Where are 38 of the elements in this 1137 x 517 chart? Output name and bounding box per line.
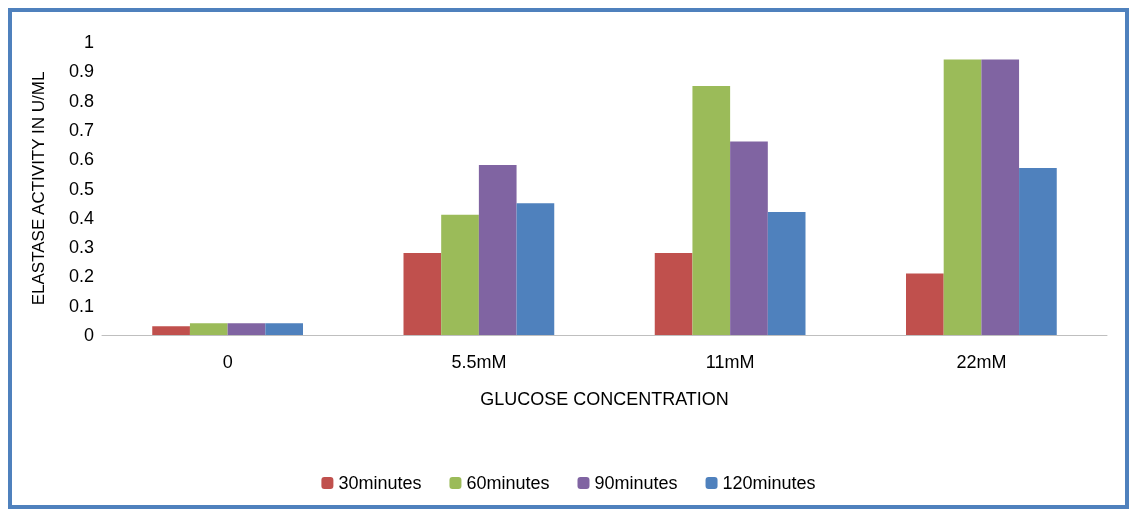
bar xyxy=(265,323,303,335)
x-tick-label: 11mM xyxy=(705,352,755,372)
y-tick-label: 0.7 xyxy=(68,119,94,140)
x-tick-label: 22mM xyxy=(956,352,1007,372)
y-tick-label: 1 xyxy=(83,32,94,52)
bar xyxy=(227,323,266,335)
bar xyxy=(189,323,228,335)
y-tick-label: 0.3 xyxy=(68,237,94,258)
y-tick-label: 0.9 xyxy=(68,61,94,82)
bar xyxy=(516,203,555,335)
bar xyxy=(478,165,517,335)
y-axis-title: ELASTASE ACTIVITY IN U/ML xyxy=(29,71,48,306)
bar xyxy=(441,214,479,335)
bar xyxy=(152,326,190,335)
bar xyxy=(730,141,768,335)
y-tick-label: 0.6 xyxy=(68,149,94,170)
x-tick-label: 0 xyxy=(222,352,233,372)
legend-label: 120minutes xyxy=(722,473,816,493)
y-tick-label: 0.1 xyxy=(68,295,94,316)
y-tick-label: 0.8 xyxy=(68,90,94,111)
page-frame: ELASTASE ACTIVITY IN U/ML GLUCOSE CONCENTRATION 0 0.1 0.2 0.3 0.4 0.5 0.6 0.7 0.8 0.9 1 0 5.5mM 11mM 22mM 30minutes 60minutes 90minutes 120minutes xyxy=(8,8,1129,509)
legend-label: 90minutes xyxy=(594,473,678,493)
bar xyxy=(906,273,944,335)
bar xyxy=(767,211,806,335)
y-tick-label: 0.4 xyxy=(68,207,94,228)
legend-label: 60minutes xyxy=(466,473,550,493)
y-tick-label: 0 xyxy=(83,325,94,345)
bar xyxy=(654,252,693,335)
bar xyxy=(981,59,1020,335)
bar xyxy=(943,59,982,335)
bar xyxy=(403,252,442,335)
x-tick-label: 5.5mM xyxy=(451,352,507,372)
legend-label: 30minutes xyxy=(338,473,422,493)
bar xyxy=(1019,167,1057,335)
y-tick-label: 0.2 xyxy=(68,266,94,287)
x-axis-title: GLUCOSE CONCENTRATION xyxy=(480,389,729,409)
bar xyxy=(692,85,731,335)
y-tick-label: 0.5 xyxy=(68,178,94,199)
